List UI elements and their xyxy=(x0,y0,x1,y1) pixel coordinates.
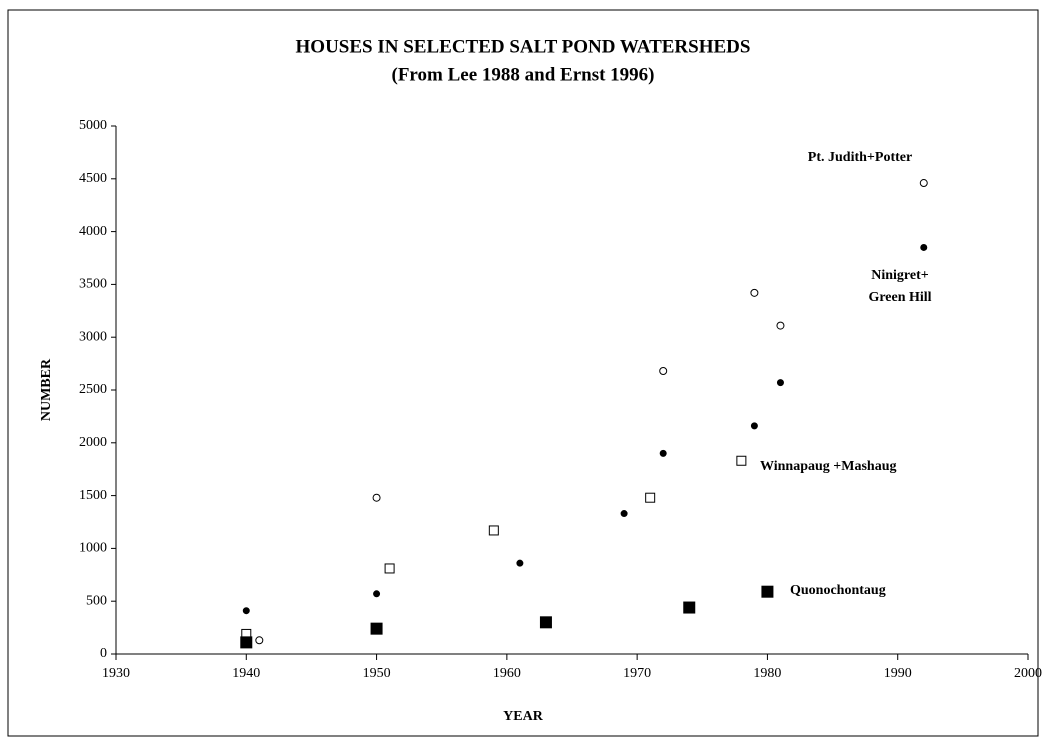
series-label: Ninigret+ Green Hill xyxy=(868,268,931,305)
y-tick-label: 1000 xyxy=(79,541,107,556)
y-tick-label: 1500 xyxy=(79,488,107,503)
series-label: Quonochontaug xyxy=(790,583,886,598)
scatter-point xyxy=(240,636,253,649)
y-axis-label: NUMBER xyxy=(39,358,54,421)
x-tick-label: 1930 xyxy=(102,666,130,681)
chart-frame xyxy=(7,9,1039,737)
scatter-point xyxy=(776,321,785,330)
scatter-point xyxy=(372,493,381,502)
y-tick-label: 2000 xyxy=(79,435,107,450)
series-label: Pt. Judith+Potter xyxy=(808,150,912,165)
x-tick-label: 1940 xyxy=(232,666,260,681)
scatter-point xyxy=(370,622,383,635)
chart-title: HOUSES IN SELECTED SALT POND WATERSHEDS xyxy=(296,36,751,57)
series-label: Winnapaug +Mashaug xyxy=(760,459,897,474)
scatter-point xyxy=(683,601,696,614)
scatter-point xyxy=(919,179,928,188)
x-tick-label: 1960 xyxy=(493,666,521,681)
x-tick-label: 1980 xyxy=(753,666,781,681)
x-tick-label: 1950 xyxy=(363,666,391,681)
scatter-point xyxy=(242,607,250,615)
scatter-point xyxy=(750,422,758,430)
scatter-point xyxy=(645,492,656,503)
y-tick-label: 0 xyxy=(100,646,107,661)
y-tick-label: 3000 xyxy=(79,329,107,344)
scatter-point xyxy=(516,559,524,567)
y-tick-label: 4000 xyxy=(79,224,107,239)
scatter-point xyxy=(776,379,784,387)
scatter-point xyxy=(736,455,747,466)
y-tick-label: 4500 xyxy=(79,171,107,186)
scatter-point xyxy=(659,449,667,457)
x-tick-label: 2000 xyxy=(1014,666,1042,681)
scatter-point xyxy=(384,563,395,574)
scatter-point xyxy=(761,585,774,598)
x-axis-label: YEAR xyxy=(503,709,544,724)
scatter-point xyxy=(620,510,628,518)
scatter-point xyxy=(255,636,264,645)
y-tick-label: 2500 xyxy=(79,382,107,397)
scatter-point xyxy=(539,616,552,629)
scatter-point xyxy=(488,525,499,536)
scatter-point xyxy=(373,590,381,598)
scatter-point xyxy=(750,288,759,297)
x-tick-label: 1970 xyxy=(623,666,651,681)
y-tick-label: 500 xyxy=(86,593,107,608)
scatter-point xyxy=(659,366,668,375)
chart-subtitle: (From Lee 1988 and Ernst 1996) xyxy=(392,64,655,85)
y-tick-label: 5000 xyxy=(79,118,107,133)
x-tick-label: 1990 xyxy=(884,666,912,681)
y-tick-label: 3500 xyxy=(79,277,107,292)
scatter-point xyxy=(920,243,928,251)
